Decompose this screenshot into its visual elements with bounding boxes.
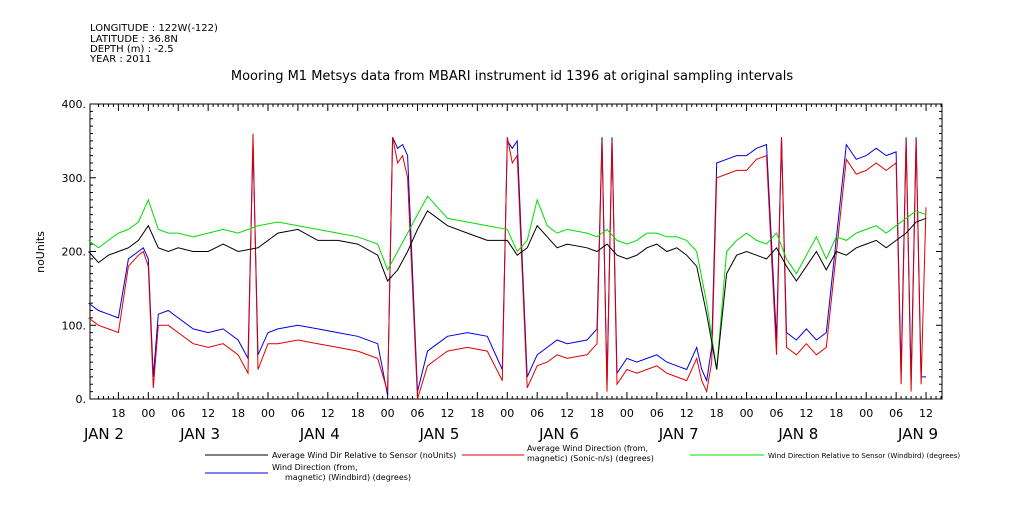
day-label: JAN 7 xyxy=(658,425,699,443)
y-tick-label: 300. xyxy=(62,172,87,185)
day-label: JAN 2 xyxy=(83,425,124,443)
x-tick-label: 12 xyxy=(799,407,813,420)
x-tick-label: 06 xyxy=(530,407,544,420)
x-tick-label: 12 xyxy=(440,407,454,420)
series-line-1 xyxy=(88,133,927,400)
x-tick-label: 00 xyxy=(620,407,634,420)
x-tick-label: 18 xyxy=(351,407,365,420)
x-tick-label: 12 xyxy=(321,407,335,420)
meta-latitude: LATITUDE : 36.8N xyxy=(90,34,178,45)
meta-longitude: LONGITUDE : 122W(-122) xyxy=(90,23,218,34)
legend-label-blue: Wind Direction (from, magnetic) (Windbir… xyxy=(272,463,411,482)
x-tick-label: 06 xyxy=(291,407,305,420)
legend-label-blue-line2: magnetic) (Windbird) (degrees) xyxy=(285,473,411,482)
meta-depth: DEPTH (m) : -2.5 xyxy=(90,44,174,55)
x-tick-label: 00 xyxy=(740,407,754,420)
x-tick-label: 18 xyxy=(470,407,484,420)
legend-label-blue-line1: Wind Direction (from, xyxy=(272,463,358,472)
x-tick-label: 06 xyxy=(769,407,783,420)
series-line-3 xyxy=(88,136,926,396)
y-tick-label: 200. xyxy=(62,246,87,259)
legend: Average Wind Dir Relative to Sensor (noU… xyxy=(205,444,960,482)
day-label: JAN 8 xyxy=(777,425,818,443)
day-label: JAN 3 xyxy=(179,425,220,443)
x-tick-label: 12 xyxy=(560,407,574,420)
meta-year: YEAR : 2011 xyxy=(89,54,151,65)
x-tick-label: 00 xyxy=(500,407,514,420)
day-label: JAN 5 xyxy=(418,425,459,443)
x-tick-label: 18 xyxy=(710,407,724,420)
y-axis-label: noUnits xyxy=(34,231,47,273)
x-tick-label: 00 xyxy=(859,407,873,420)
legend-label-red: Average Wind Direction (from, magnetic) … xyxy=(527,444,654,463)
x-tick-label: 18 xyxy=(590,407,604,420)
series-line-0 xyxy=(88,210,927,370)
legend-label-black: Average Wind Dir Relative to Sensor (noU… xyxy=(272,451,456,460)
series-line-2 xyxy=(88,195,927,370)
x-axis-ticks: 18 00 06 12 18 00 06 12 18 00 06 12 18 00 06 12 18 00 06 12… xyxy=(97,104,942,420)
day-labels: JAN 2 JAN 3 JAN 4 JAN 5 JAN 6 JAN 7 JAN 8 JAN 9 xyxy=(83,425,938,443)
day-label: JAN 6 xyxy=(538,425,579,443)
x-tick-label: 06 xyxy=(650,407,664,420)
x-tick-label: 06 xyxy=(171,407,185,420)
y-tick-label: 100. xyxy=(62,319,87,332)
x-tick-label: 12 xyxy=(201,407,215,420)
plot-frame xyxy=(89,103,943,400)
x-tick-label: 06 xyxy=(889,407,903,420)
x-tick-label: 06 xyxy=(411,407,425,420)
x-tick-label: 12 xyxy=(919,407,933,420)
legend-label-red-line2: magnetic) (Sonic-n/s) (degrees) xyxy=(527,454,654,463)
x-tick-label: 12 xyxy=(680,407,694,420)
day-label: JAN 9 xyxy=(897,425,938,443)
legend-label-red-line1: Average Wind Direction (from, xyxy=(527,444,648,453)
x-tick-label: 00 xyxy=(381,407,395,420)
x-tick-label: 18 xyxy=(231,407,245,420)
day-label: JAN 4 xyxy=(299,425,340,443)
y-tick-label: 400. xyxy=(62,98,87,111)
y-tick-label: 0. xyxy=(76,393,87,406)
legend-label-green: Wind Direction Relative to Sensor (Windb… xyxy=(768,452,960,460)
chart-title: Mooring M1 Metsys data from MBARI instru… xyxy=(231,69,793,84)
x-tick-label: 00 xyxy=(261,407,275,420)
series-layer xyxy=(88,133,927,400)
x-tick-label: 18 xyxy=(829,407,843,420)
x-tick-label: 00 xyxy=(141,407,155,420)
y-axis-ticks: 0. 100. 200. 300. 400. xyxy=(62,98,942,406)
x-tick-label: 18 xyxy=(111,407,125,420)
